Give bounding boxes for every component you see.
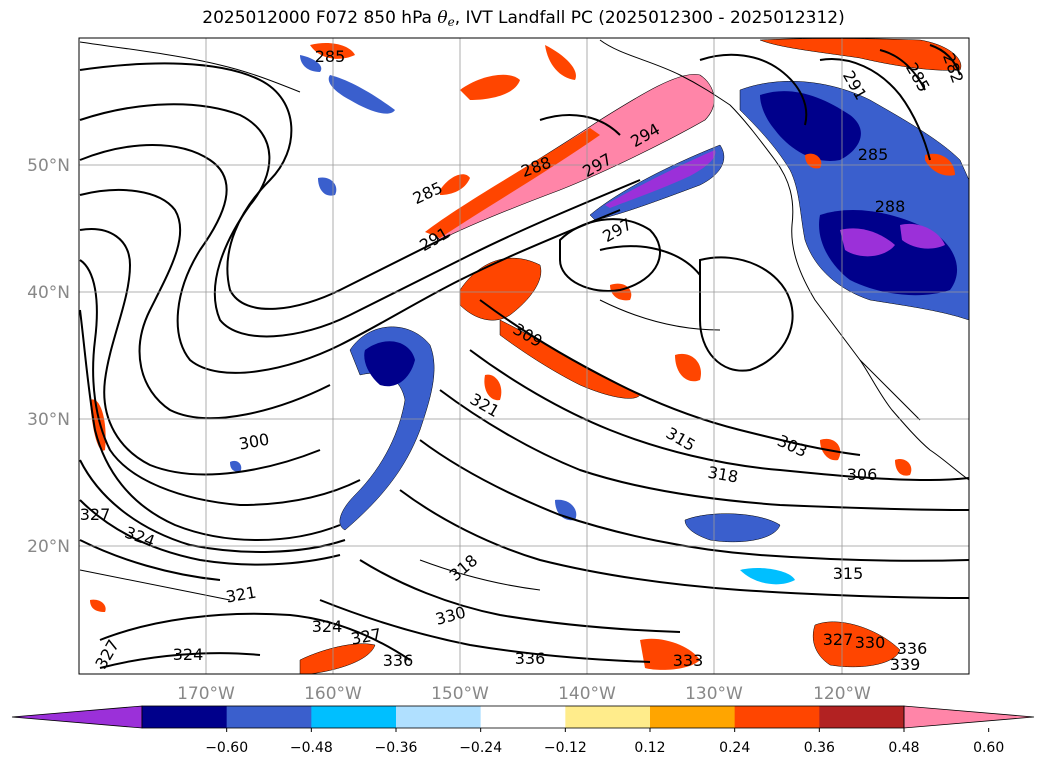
colorbar-tick-label: −0.36: [375, 740, 418, 756]
lon-label-170w: 170°W: [177, 684, 235, 704]
contour-label: 315: [833, 564, 864, 583]
longitude-labels: 170°W 160°W 150°W 140°W 130°W 120°W: [177, 684, 871, 704]
colorbar-segment: [396, 706, 482, 728]
lon-label-120w: 120°W: [813, 684, 871, 704]
colorbar-segment: [480, 706, 566, 728]
colorbar-segment: [142, 706, 228, 728]
latitude-labels: 50°N 40°N 30°N 20°N: [27, 156, 70, 557]
lat-label-30n: 30°N: [27, 410, 70, 430]
colorbar-tick-label: −0.48: [290, 740, 333, 756]
colorbar-border: [141, 705, 905, 729]
colorbar-tick-label: 0.12: [634, 740, 665, 756]
contour-label: 288: [875, 197, 906, 216]
contour-label: 336: [515, 649, 546, 668]
lon-label-160w: 160°W: [304, 684, 362, 704]
colorbar-extend-low: [11, 705, 143, 729]
contour-label: 330: [855, 633, 886, 652]
contour-label: 306: [847, 465, 878, 484]
coastlines: [79, 39, 969, 481]
colorbar-tick-label: 0.60: [973, 740, 1004, 756]
contour-label: 285: [315, 47, 346, 66]
colorbar-tick-label: 0.36: [804, 740, 835, 756]
colorbar-tick-label: −0.12: [544, 740, 587, 756]
lon-label-140w: 140°W: [558, 684, 616, 704]
theta-e-contours: [79, 44, 969, 669]
contour-label: 327: [823, 630, 854, 649]
grid-lines: [79, 38, 969, 674]
lat-label-20n: 20°N: [27, 537, 70, 557]
colorbar-segment: [311, 706, 397, 728]
colorbar-segment: [226, 706, 312, 728]
contour-label: 336: [383, 651, 414, 670]
contour-label: 333: [673, 651, 704, 670]
contour-label: 339: [890, 655, 921, 674]
colorbar: [11, 705, 1035, 729]
lat-label-40n: 40°N: [27, 283, 70, 303]
thin-contours: [79, 299, 921, 601]
colorbar-tick-label: 0.48: [888, 740, 919, 756]
colorbar-segment: [819, 706, 905, 728]
colorbar-extend-high: [903, 705, 1035, 729]
lon-label-150w: 150°W: [431, 684, 489, 704]
lat-label-50n: 50°N: [27, 156, 70, 176]
colorbar-tick-labels: −0.60 −0.48 −0.36 −0.24 −0.12 0.12 0.24 0.36 0.4…: [205, 728, 1004, 756]
lon-label-130w: 130°W: [685, 684, 743, 704]
contour-label: 324: [312, 617, 343, 636]
colorbar-tick-label: −0.24: [459, 740, 502, 756]
contour-label: 285: [858, 145, 889, 164]
contour-label: 327: [80, 505, 111, 524]
contour-label: 336: [897, 639, 928, 658]
colorbar-segment: [565, 706, 651, 728]
colorbar-tick-label: −0.60: [205, 740, 248, 756]
map-title: 2025012000 F072 850 hPa θe, IVT Landfall…: [202, 8, 845, 29]
colorbar-segment: [734, 706, 820, 728]
colorbar-segment: [650, 706, 736, 728]
contour-label: 324: [173, 645, 204, 664]
colorbar-tick-label: 0.24: [719, 740, 750, 756]
map-frame: [78, 37, 970, 675]
